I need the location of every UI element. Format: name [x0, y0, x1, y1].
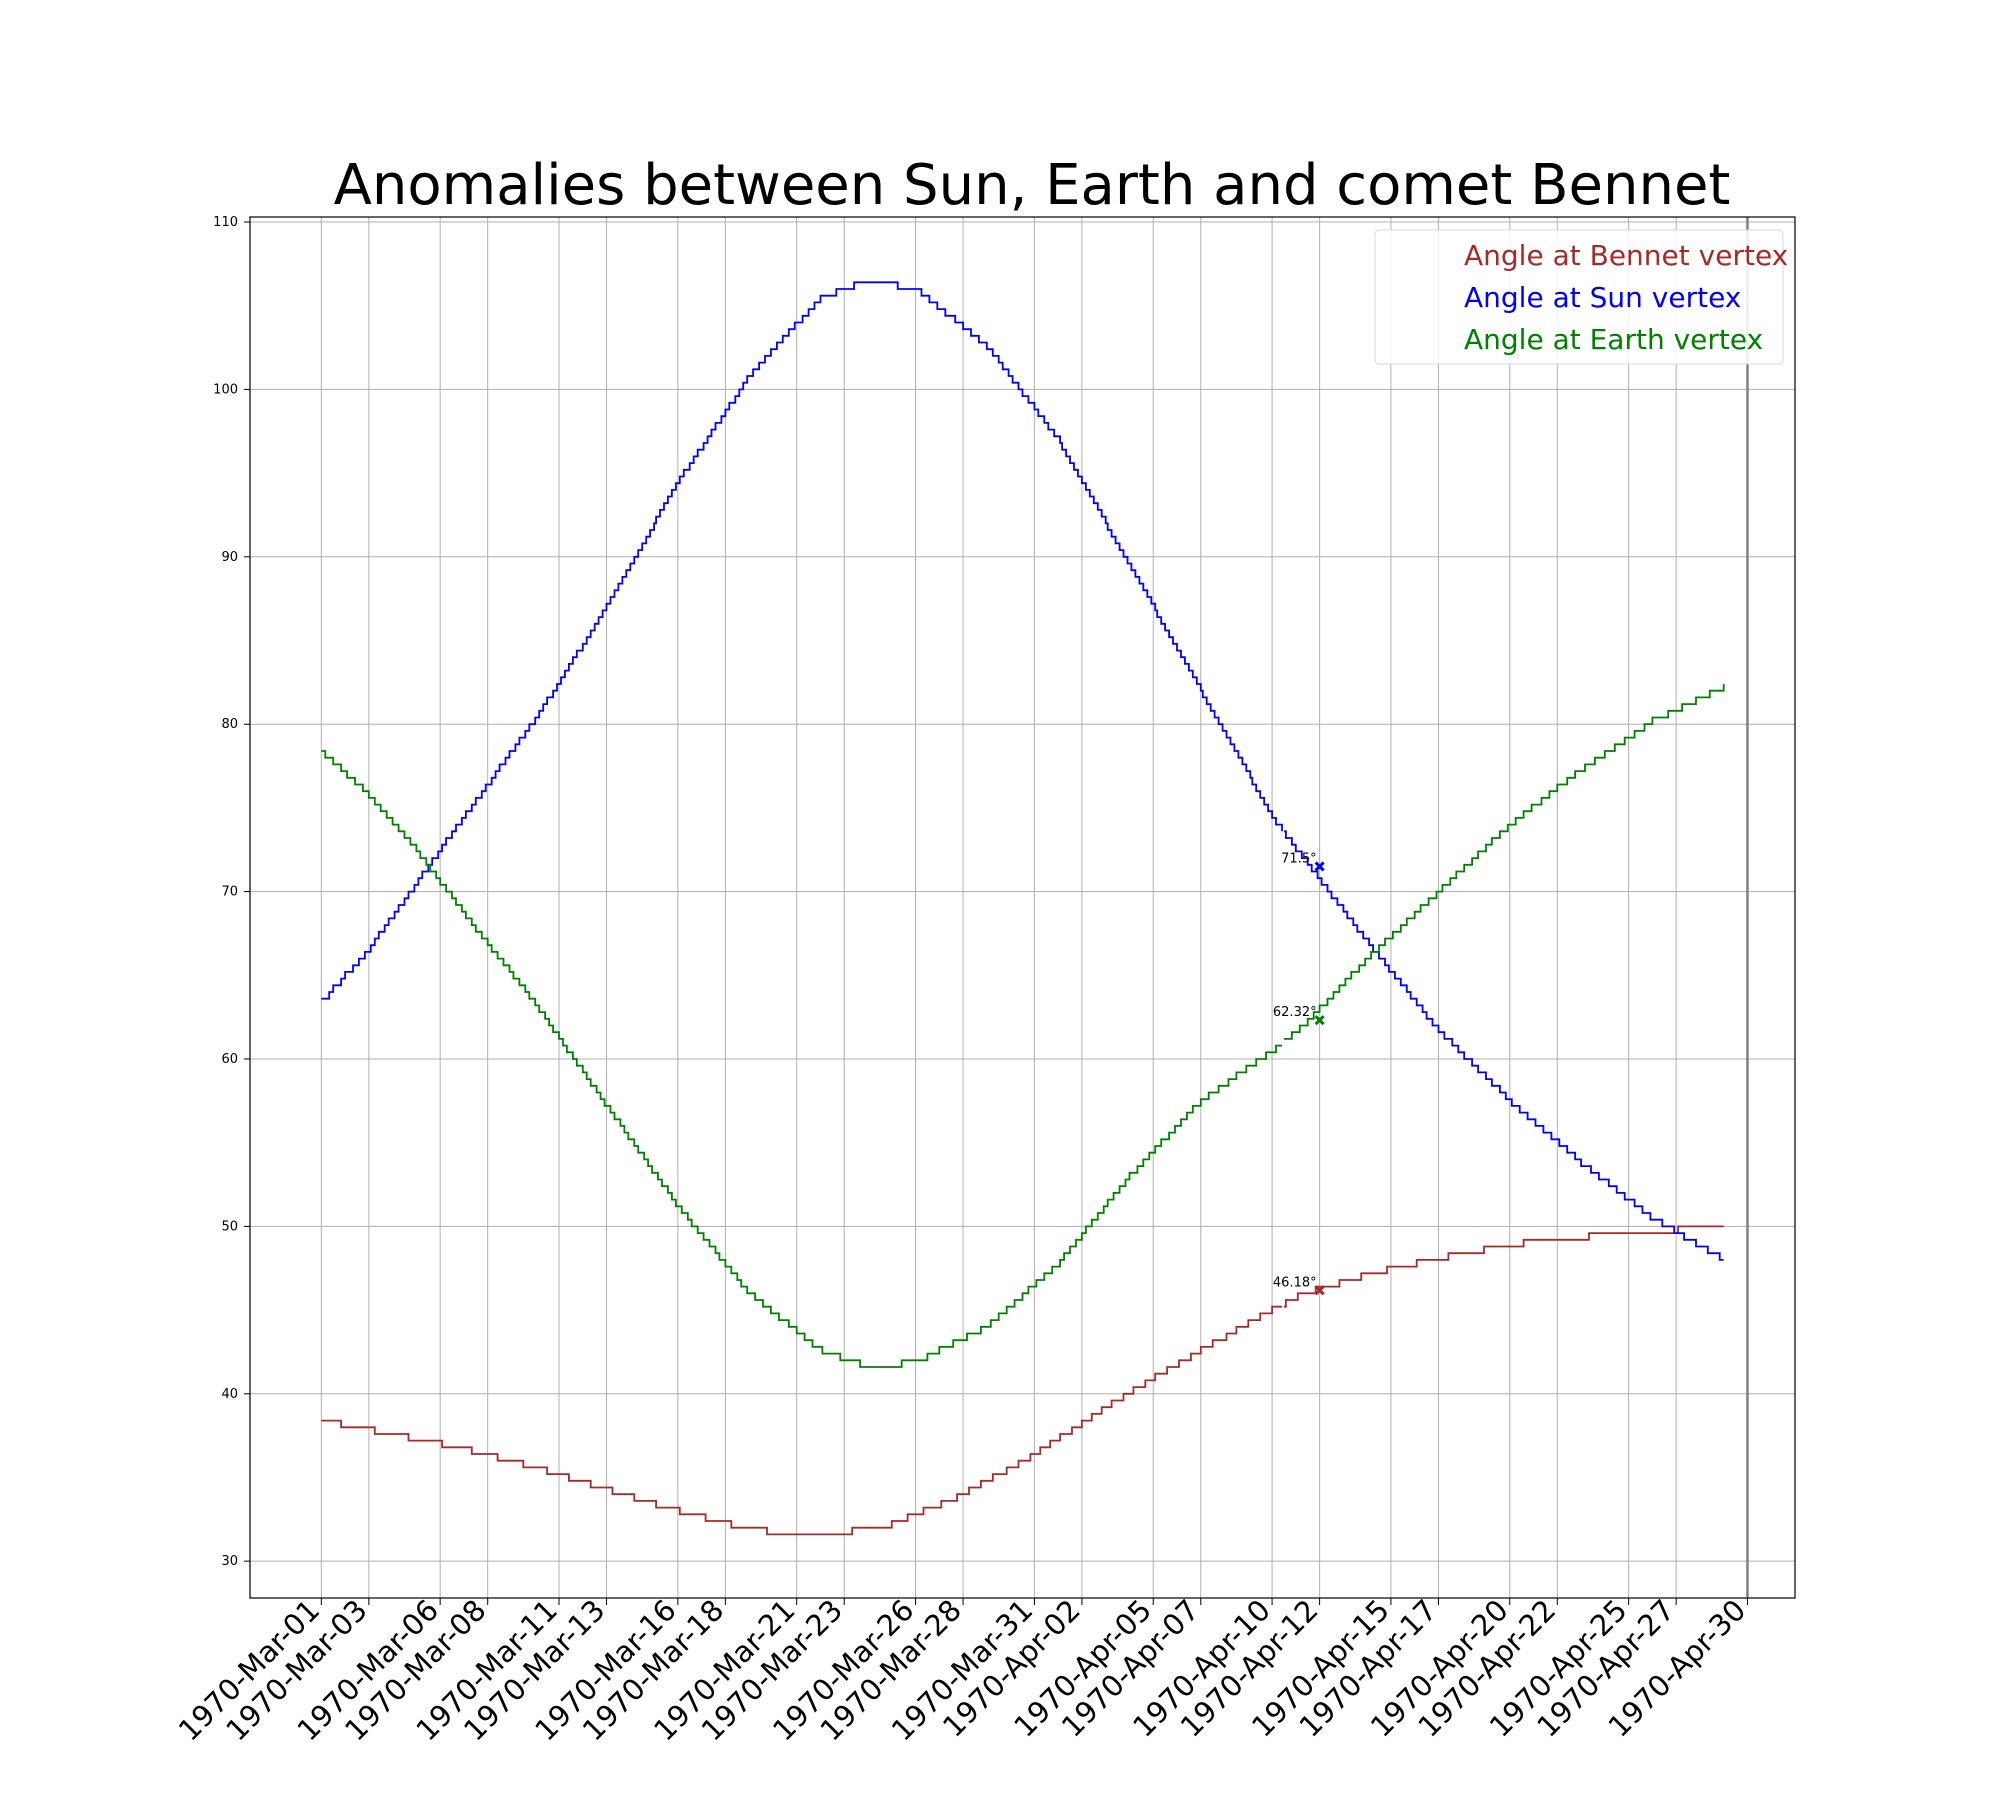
legend-entry: Angle at Bennet vertex	[1464, 239, 1788, 272]
legend-box	[1374, 229, 1784, 365]
series-line	[1284, 830, 1724, 1261]
annotations: 71.5° 62.32° 46.18°	[1273, 851, 1325, 1296]
y-tick-label: 110	[213, 215, 238, 230]
annotation-marker	[1314, 861, 1325, 872]
legend-entry: Angle at Sun vertex	[1464, 281, 1741, 314]
series-line	[321, 750, 1282, 1368]
y-tick-label: 70	[221, 885, 238, 900]
series-line	[321, 1305, 1282, 1536]
annotation-label: 46.18°	[1273, 1275, 1317, 1290]
legend: Angle at Bennet vertex Angle at Sun verte…	[1374, 229, 1788, 365]
y-tick-label: 100	[213, 382, 238, 397]
legend-entry: Angle at Earth vertex	[1464, 323, 1763, 356]
annotation-label: 71.5°	[1281, 851, 1316, 866]
axes: 304050607080901001101970-Mar-011970-Mar-…	[172, 215, 1753, 1747]
annotation-marker	[1314, 1015, 1325, 1026]
plot-frame	[249, 216, 1796, 1599]
annotation-label: 62.32°	[1273, 1005, 1317, 1020]
y-tick-label: 40	[221, 1387, 238, 1402]
series-layer	[321, 281, 1725, 1536]
y-tick-label: 80	[221, 717, 238, 732]
y-tick-label: 60	[221, 1052, 238, 1067]
chart-title: Anomalies between Sun, Earth and comet B…	[334, 153, 1731, 218]
series-line	[321, 281, 1283, 1000]
annotation-marker	[1314, 1285, 1325, 1296]
series-line	[1284, 684, 1725, 1040]
series-line	[1284, 1225, 1724, 1308]
y-tick-label: 50	[221, 1219, 238, 1234]
grid	[250, 217, 1795, 1598]
y-tick-label: 90	[221, 550, 238, 565]
y-tick-label: 30	[221, 1554, 238, 1569]
